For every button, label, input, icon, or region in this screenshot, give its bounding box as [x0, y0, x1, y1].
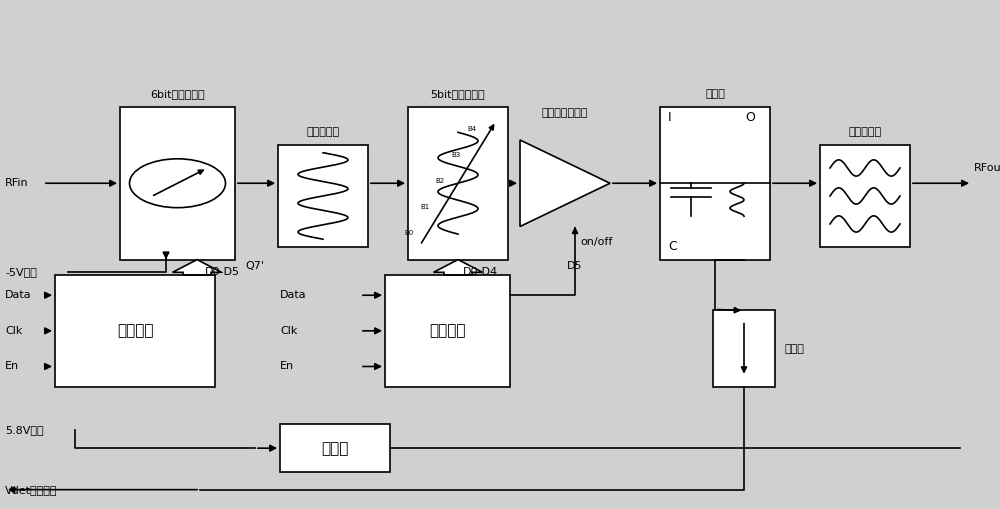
Text: RFout: RFout: [974, 163, 1000, 173]
Text: Data: Data: [280, 290, 307, 300]
Text: D0-D5: D0-D5: [205, 267, 240, 277]
Text: B2: B2: [436, 178, 445, 184]
Text: Clk: Clk: [5, 326, 22, 336]
Text: B3: B3: [451, 152, 461, 158]
FancyBboxPatch shape: [120, 107, 235, 260]
FancyBboxPatch shape: [385, 275, 510, 387]
Text: 集成功率放大器: 集成功率放大器: [542, 108, 588, 119]
Text: I: I: [668, 111, 672, 124]
Text: 带通滤波器: 带通滤波器: [848, 127, 882, 137]
Text: D5: D5: [567, 261, 583, 271]
FancyBboxPatch shape: [820, 145, 910, 247]
Text: B4: B4: [467, 126, 476, 132]
Text: En: En: [280, 361, 294, 372]
FancyArrow shape: [433, 260, 482, 275]
Text: Q7': Q7': [246, 261, 264, 271]
Text: Clk: Clk: [280, 326, 297, 336]
Text: C: C: [668, 240, 677, 253]
Text: 5.8V输入: 5.8V输入: [5, 425, 44, 435]
Text: 稳压块: 稳压块: [321, 441, 349, 456]
Text: O: O: [745, 111, 755, 124]
Text: -5V输入: -5V输入: [5, 267, 37, 277]
Text: B1: B1: [420, 204, 429, 210]
FancyBboxPatch shape: [713, 310, 775, 387]
Text: 串并转换: 串并转换: [429, 323, 466, 338]
FancyBboxPatch shape: [278, 145, 368, 247]
FancyArrow shape: [173, 260, 222, 275]
FancyBboxPatch shape: [660, 107, 770, 260]
Text: Data: Data: [5, 290, 32, 300]
Text: 串并转换: 串并转换: [117, 323, 153, 338]
Polygon shape: [520, 140, 610, 227]
Text: Vdet检波电压: Vdet检波电压: [5, 485, 58, 495]
Text: RFin: RFin: [5, 178, 29, 188]
Text: 耦合器: 耦合器: [705, 89, 725, 99]
Text: 温补衰减器: 温补衰减器: [306, 127, 340, 137]
Text: 检波器: 检波器: [785, 344, 805, 354]
FancyBboxPatch shape: [55, 275, 215, 387]
FancyBboxPatch shape: [408, 107, 508, 260]
Text: 6bit数控移相器: 6bit数控移相器: [150, 89, 205, 99]
Text: on/off: on/off: [580, 237, 612, 247]
Text: D0-D4: D0-D4: [463, 267, 498, 277]
Text: B0: B0: [405, 231, 414, 236]
Text: En: En: [5, 361, 19, 372]
Text: 5bit数控衰减器: 5bit数控衰减器: [431, 89, 485, 99]
FancyBboxPatch shape: [280, 424, 390, 472]
